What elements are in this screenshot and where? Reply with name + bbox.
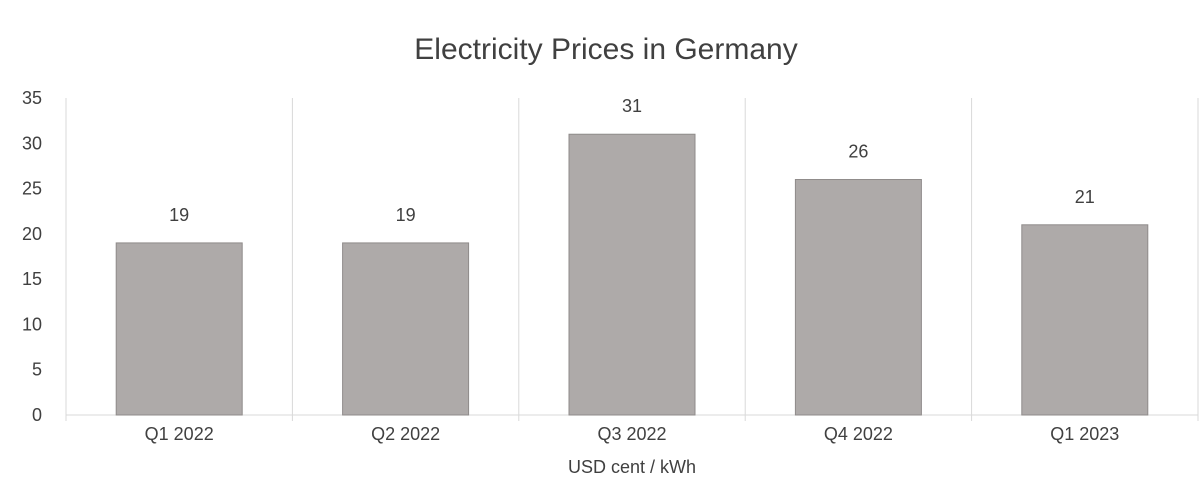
bar [794,179,922,416]
x-axis-ticks: Q1 2022 Q2 2022 Q3 2022 Q4 2022 Q1 2023 [145,424,1120,444]
chart-title: Electricity Prices in Germany [414,33,798,66]
bar [568,133,696,416]
data-label: 19 [396,205,416,225]
y-tick-label: 0 [32,405,42,425]
y-tick-label: 15 [22,269,42,289]
data-label: 21 [1075,187,1095,207]
y-tick-label: 25 [22,179,42,199]
x-tick-label: Q1 2023 [1050,424,1119,444]
data-labels: 19 19 31 26 21 [169,96,1095,225]
data-label: 26 [848,142,868,162]
x-tick-label: Q2 2022 [371,424,440,444]
x-tick-label: Q4 2022 [824,424,893,444]
y-tick-label: 10 [22,314,42,334]
y-tick-label: 5 [32,360,42,380]
bars [115,133,1149,416]
x-axis-title: USD cent / kWh [568,457,696,477]
x-tick-label: Q3 2022 [597,424,666,444]
data-label: 19 [169,205,189,225]
y-tick-label: 35 [22,88,42,108]
bar [115,242,243,416]
y-tick-label: 20 [22,224,42,244]
x-tick-label: Q1 2022 [145,424,214,444]
bar [342,242,470,416]
y-tick-label: 30 [22,133,42,153]
data-label: 31 [622,96,642,116]
bar [1021,224,1149,416]
y-axis-ticks: 0 5 10 15 20 25 30 35 [22,88,42,425]
